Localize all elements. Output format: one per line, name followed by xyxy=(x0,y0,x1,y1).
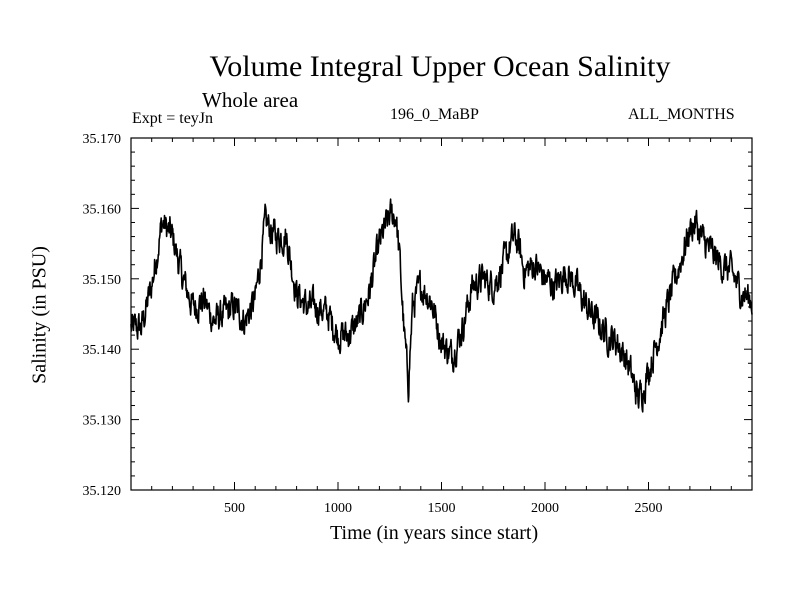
y-tick-label: 35.170 xyxy=(83,132,122,147)
y-axis-label: Salinity (in PSU) xyxy=(28,246,51,384)
y-tick-label: 35.130 xyxy=(83,414,122,429)
x-axis-label: Time (in years since start) xyxy=(330,522,539,544)
y-tick-label: 35.120 xyxy=(83,484,122,499)
run-label: 196_0_MaBP xyxy=(390,106,479,123)
salinity-series-line xyxy=(130,198,753,413)
chart-subtitle: Whole area xyxy=(202,88,299,112)
x-tick-label: 500 xyxy=(224,501,245,516)
y-tick-label: 35.160 xyxy=(83,202,122,217)
chart-title: Volume Integral Upper Ocean Salinity xyxy=(209,50,671,83)
y-tick-label: 35.140 xyxy=(83,343,122,358)
plot-frame xyxy=(130,137,753,491)
x-tick-label: 1000 xyxy=(324,501,352,516)
x-tick-label: 2000 xyxy=(531,501,559,516)
y-tick-label: 35.150 xyxy=(83,273,122,288)
x-tick-label: 1500 xyxy=(428,501,456,516)
x-tick-label: 2500 xyxy=(635,501,663,516)
months-label: ALL_MONTHS xyxy=(628,106,735,123)
experiment-label: Expt = teyJn xyxy=(132,110,214,127)
